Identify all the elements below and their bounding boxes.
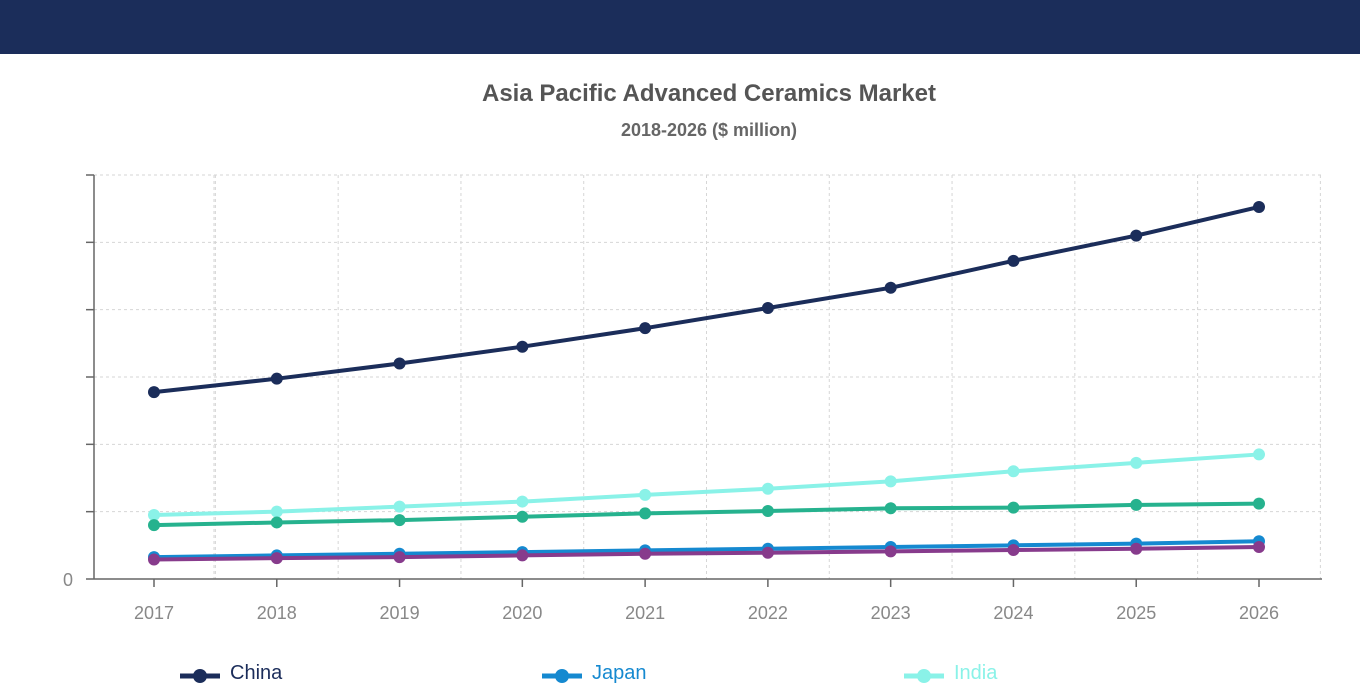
legend-swatch-marker bbox=[193, 669, 207, 683]
y-tick-label: 0 bbox=[63, 570, 73, 590]
data-point-0 bbox=[639, 322, 652, 335]
x-tick-label: 2018 bbox=[257, 603, 297, 623]
data-point-2 bbox=[516, 495, 529, 508]
data-point-0 bbox=[393, 357, 406, 370]
series-line-0 bbox=[152, 204, 1261, 395]
data-point-2 bbox=[884, 475, 897, 488]
series-line-1 bbox=[152, 501, 1261, 528]
x-tick-label: 2020 bbox=[502, 603, 542, 623]
data-point-0 bbox=[516, 340, 529, 353]
x-tick-label: 2026 bbox=[1239, 603, 1279, 623]
x-tick-label: 2021 bbox=[625, 603, 665, 623]
x-tick-label: 2025 bbox=[1116, 603, 1156, 623]
data-point-1 bbox=[1007, 501, 1020, 514]
data-point-0 bbox=[1007, 254, 1020, 267]
data-point-0 bbox=[761, 301, 774, 314]
series-line-2 bbox=[152, 452, 1261, 518]
data-point-1 bbox=[1130, 498, 1143, 511]
x-tick-label: 2019 bbox=[380, 603, 420, 623]
data-point-1 bbox=[761, 504, 774, 517]
x-tick-label: 2017 bbox=[134, 603, 174, 623]
data-point-1 bbox=[148, 519, 160, 532]
legend-swatch-japan bbox=[542, 669, 582, 683]
data-point-2 bbox=[1007, 465, 1020, 478]
header-bar bbox=[0, 0, 1360, 54]
series-line-4 bbox=[152, 545, 1261, 562]
data-point-4 bbox=[516, 549, 529, 562]
data-point-4 bbox=[639, 547, 652, 560]
legend-label-china: China bbox=[230, 662, 283, 684]
legend-swatch-marker bbox=[555, 669, 569, 683]
data-point-2 bbox=[1130, 456, 1143, 469]
x-tick-label: 2022 bbox=[748, 603, 788, 623]
data-point-4 bbox=[1130, 542, 1143, 555]
data-point-2 bbox=[761, 482, 774, 495]
data-point-0 bbox=[1253, 200, 1265, 213]
data-point-1 bbox=[1253, 497, 1265, 510]
data-point-1 bbox=[270, 516, 283, 529]
data-point-1 bbox=[516, 510, 529, 523]
data-point-1 bbox=[393, 514, 406, 527]
data-point-2 bbox=[1253, 448, 1265, 461]
legend-swatch-india bbox=[904, 669, 944, 683]
x-tick-label: 2023 bbox=[871, 603, 911, 623]
data-point-1 bbox=[884, 502, 897, 515]
data-point-2 bbox=[639, 488, 652, 501]
data-point-1 bbox=[639, 507, 652, 520]
data-point-0 bbox=[148, 386, 160, 399]
data-point-4 bbox=[270, 552, 283, 565]
legend-label-india: India bbox=[954, 662, 998, 684]
x-tick-label: 2024 bbox=[993, 603, 1033, 623]
data-point-0 bbox=[1130, 229, 1143, 242]
chart-subtitle: 2018-2026 ($ million) bbox=[620, 120, 798, 140]
legend-swatch-marker bbox=[917, 669, 931, 683]
data-point-4 bbox=[393, 551, 406, 564]
legend-label-japan: Japan bbox=[592, 662, 647, 684]
series-line-3 bbox=[152, 539, 1261, 560]
data-point-4 bbox=[1253, 541, 1265, 554]
data-point-2 bbox=[148, 509, 160, 522]
data-point-4 bbox=[1007, 544, 1020, 557]
chart-title: Asia Pacific Advanced Ceramics Market bbox=[482, 80, 936, 107]
data-point-2 bbox=[393, 500, 406, 513]
data-point-0 bbox=[270, 372, 283, 385]
legend-swatch-china bbox=[180, 669, 220, 683]
data-point-0 bbox=[884, 281, 897, 294]
data-point-4 bbox=[761, 546, 774, 559]
data-point-4 bbox=[148, 553, 160, 566]
data-point-4 bbox=[884, 545, 897, 558]
data-point-2 bbox=[270, 505, 283, 518]
